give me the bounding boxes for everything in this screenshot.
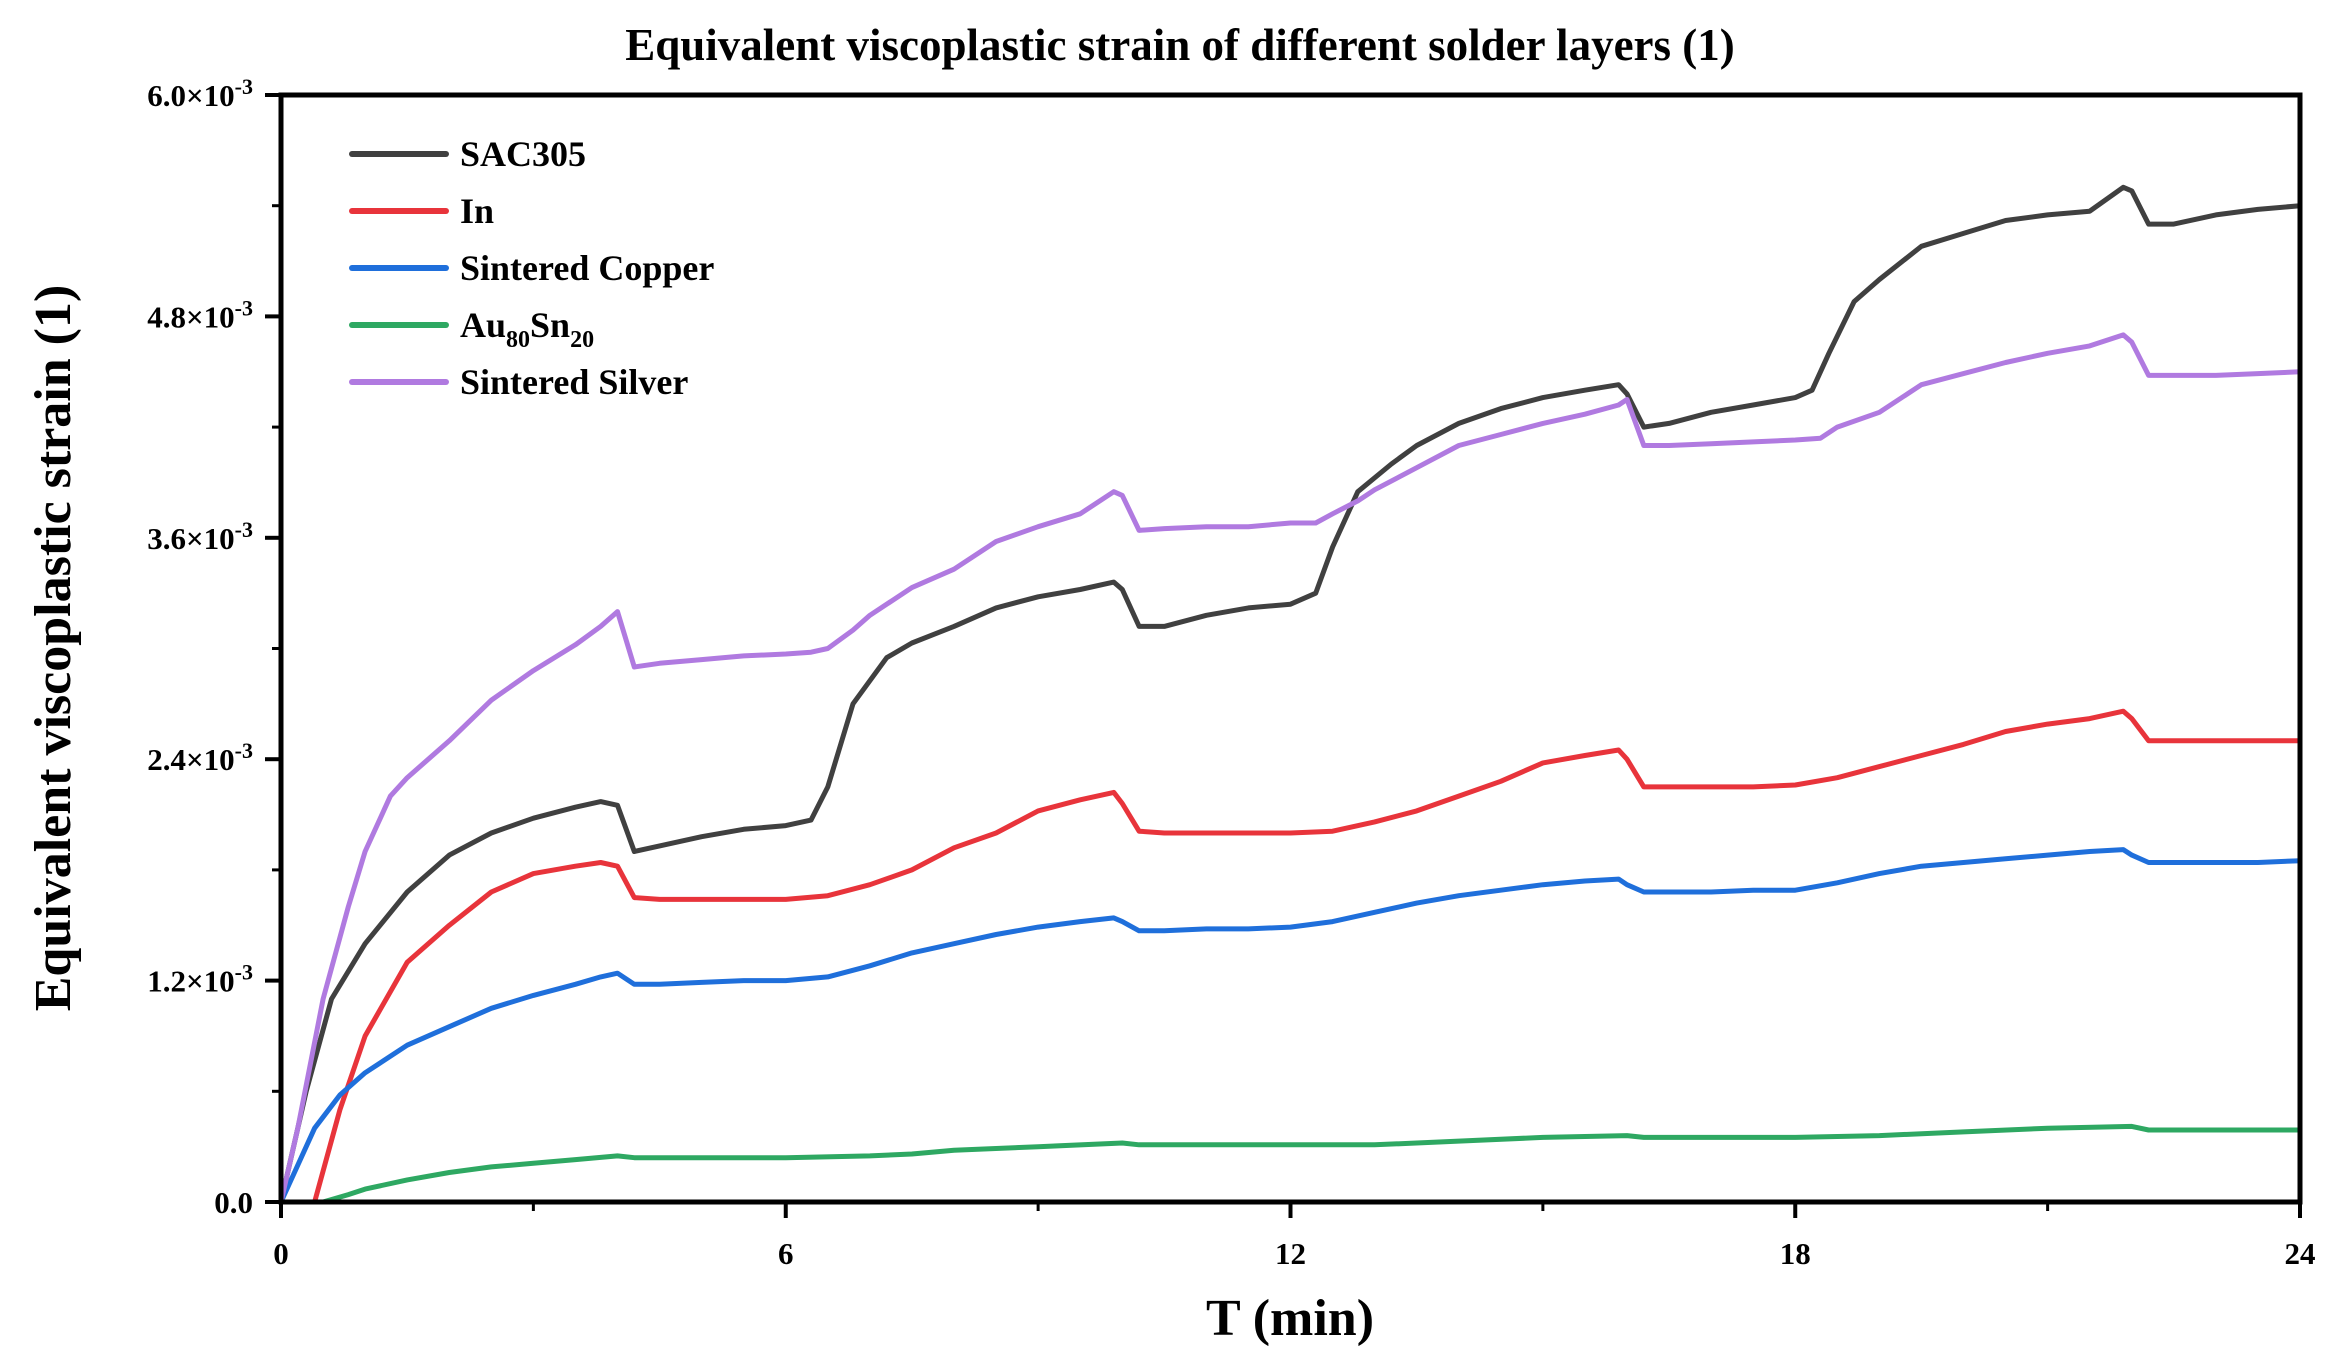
chart-title: Equivalent viscoplastic strain of differ… [625, 20, 1735, 70]
legend-label-sintered-copper: Sintered Copper [460, 248, 714, 288]
x-tick-label: 18 [1780, 1236, 1811, 1271]
series-layer [278, 184, 2303, 1205]
x-tick-label: 12 [1275, 1236, 1306, 1271]
y-tick-label: 2.4×10-3 [147, 738, 253, 777]
x-axis-label: T (min) [1206, 1290, 1374, 1347]
y-axis-label: Equivalent viscoplastic strain (1) [25, 285, 82, 1012]
y-tick-label: 4.8×10-3 [147, 295, 253, 334]
legend-label-sac305: SAC305 [460, 134, 586, 174]
series-line-sac305 [278, 184, 2303, 1205]
y-tick-label: 0.0 [214, 1185, 253, 1220]
y-axis: 0.0 1.2×10-3 2.4×10-3 3.6×10-3 4.8×10-3 6.0×1… [147, 74, 281, 1220]
legend-label-in: In [460, 191, 494, 231]
legend: SAC305 In Sintered Copper Au80Sn20 Sintered … [349, 134, 714, 402]
y-tick-label: 3.6×10-3 [147, 517, 253, 556]
series-line-in [278, 708, 2303, 1205]
x-tick-label: 6 [778, 1236, 794, 1271]
legend-label-au80sn20: Au80Sn20 [460, 305, 594, 353]
x-tick-label: 0 [273, 1236, 289, 1271]
legend-label-sintered-silver: Sintered Silver [460, 362, 688, 402]
series-line-sintered-silver [278, 332, 2303, 1205]
x-tick-label: 24 [2285, 1236, 2316, 1271]
y-tick-label: 6.0×10-3 [147, 74, 253, 113]
series-line-sintered-copper [278, 847, 2303, 1205]
series-line-au80sn20 [278, 1123, 2303, 1205]
y-tick-label: 1.2×10-3 [147, 960, 253, 999]
x-axis: 0 6 12 18 24 [273, 1202, 2316, 1271]
